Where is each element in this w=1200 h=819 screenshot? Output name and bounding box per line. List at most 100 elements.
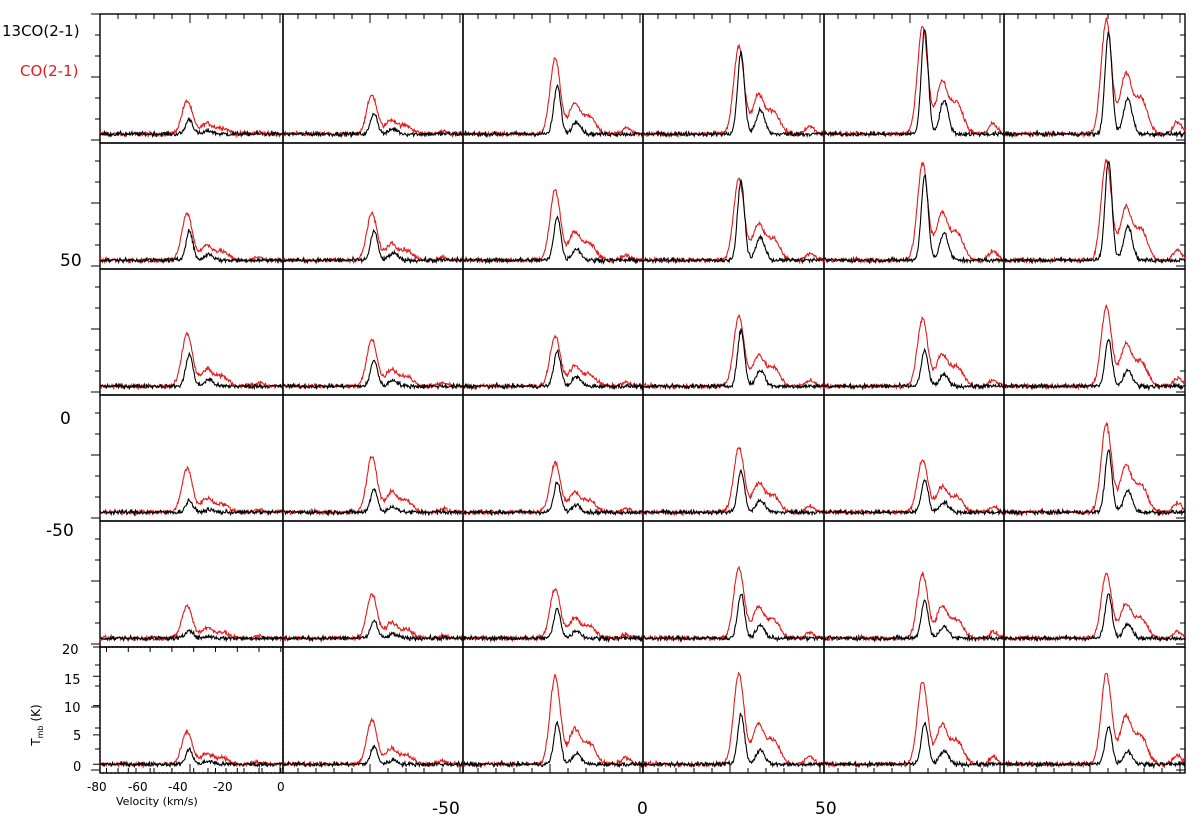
co21-spectrum (99, 603, 284, 643)
panel-r6-c1 (93, 646, 284, 774)
co21-spectrum (642, 314, 825, 391)
panel-frame (823, 142, 1005, 270)
co21-spectrum (282, 455, 464, 517)
13co21-spectrum (99, 746, 284, 769)
13co21-spectrum (1003, 593, 1186, 643)
13co21-spectrum (282, 228, 464, 265)
co21-spectrum (462, 673, 644, 769)
co21-spectrum (1003, 672, 1186, 769)
panel-frame (99, 646, 284, 774)
13co21-spectrum (99, 351, 284, 391)
panel-xtick-label-m60: -60 (128, 780, 148, 794)
co21-spectrum (823, 570, 1005, 643)
13co21-spectrum (99, 117, 284, 139)
panel-r1-c5 (823, 13, 1005, 144)
co21-spectrum (99, 99, 284, 139)
co21-spectrum (99, 465, 284, 517)
13co21-spectrum (642, 178, 825, 265)
panel-frame (462, 646, 644, 774)
panel-frame (1003, 268, 1186, 396)
panel-frame (823, 268, 1005, 396)
svg-text:Tmb(K): Tmb (K) (29, 704, 45, 746)
panel-r3-c3 (462, 268, 644, 396)
panel-r1-c6 (1003, 13, 1186, 144)
13co21-spectrum (462, 349, 644, 391)
panel-frame (462, 394, 644, 522)
panel-r4-c6 (1003, 394, 1186, 522)
co21-spectrum (823, 161, 1005, 265)
co21-spectrum (462, 460, 644, 517)
13co21-spectrum (99, 228, 284, 265)
panel-xtick-label-m80: -80 (87, 780, 107, 794)
panel-xtick-label-m40: -40 (168, 780, 188, 794)
panel-r1-c2 (282, 13, 464, 144)
13co21-spectrum (282, 619, 464, 643)
13co21-spectrum (462, 215, 644, 266)
panel-r5-c4 (642, 520, 825, 648)
panel-r2-c4 (642, 142, 825, 270)
panel-layer (93, 13, 1186, 774)
panel-frame (1003, 646, 1186, 774)
tmb-label-unit: (K) (29, 704, 43, 721)
panel-r6-c4 (642, 646, 825, 774)
panel-r3-c2 (282, 268, 464, 396)
offset-y-label-bottom: -50 (46, 521, 74, 541)
panel-r2-c3 (462, 142, 644, 270)
co21-spectrum (282, 211, 464, 265)
co21-spectrum (642, 446, 825, 517)
13co21-spectrum (642, 50, 825, 139)
panel-r2-c1 (99, 142, 284, 270)
panel-frame (1003, 520, 1186, 648)
panel-r4-c2 (282, 394, 464, 522)
tmb-axis-label: Tmb (K) (29, 704, 45, 746)
panel-xtick-label-m20: -20 (213, 780, 233, 794)
co21-spectrum (823, 681, 1005, 769)
tick-layer (91, 13, 1185, 773)
panel-frame (99, 142, 284, 270)
13co21-spectrum (99, 497, 284, 517)
13co21-spectrum (282, 112, 464, 139)
panel-r3-c1 (99, 268, 284, 396)
panel-r5-c6 (1003, 520, 1186, 648)
panel-ytick-label-0: 0 (73, 760, 81, 775)
13co21-spectrum (282, 744, 463, 769)
panel-ytick-label-5: 5 (73, 729, 81, 744)
legend-13co-label: 13CO(2-1) (2, 22, 80, 40)
13co21-spectrum (462, 607, 644, 644)
13co21-spectrum (282, 359, 464, 391)
13co21-spectrum (1003, 338, 1186, 392)
13co21-spectrum (100, 628, 284, 643)
co21-spectrum (282, 592, 464, 643)
panel-r3-c6 (1003, 268, 1186, 396)
panel-frame (99, 268, 284, 396)
13co21-spectrum (1003, 31, 1186, 139)
co21-spectrum (462, 588, 644, 643)
panel-frame (462, 13, 644, 144)
co21-spectrum (1003, 304, 1186, 391)
co21-spectrum (642, 671, 825, 769)
co21-spectrum (1003, 421, 1186, 517)
panel-frame (282, 268, 464, 396)
offset-x-label-left: -50 (432, 799, 460, 819)
panel-r3-c5 (823, 268, 1005, 396)
13co21-spectrum (642, 593, 825, 643)
co21-spectrum (642, 565, 825, 643)
co21-spectrum (282, 338, 464, 390)
panel-frame (1003, 142, 1186, 270)
panel-frame (642, 520, 825, 648)
panel-frame (282, 646, 464, 774)
tmb-label-sub: mb (36, 726, 45, 739)
13co21-spectrum (642, 468, 825, 517)
co21-spectrum (1003, 158, 1186, 265)
13co21-spectrum (1003, 725, 1186, 770)
co21-spectrum (1003, 572, 1186, 643)
co21-spectrum (462, 57, 644, 138)
panel-frame (282, 142, 464, 270)
13co21-spectrum (823, 29, 1005, 138)
13co21-spectrum (642, 328, 825, 391)
panel-r3-c4 (642, 268, 825, 396)
13co21-spectrum (642, 712, 825, 769)
panel-frame (823, 646, 1005, 774)
panel-frame (642, 268, 825, 396)
